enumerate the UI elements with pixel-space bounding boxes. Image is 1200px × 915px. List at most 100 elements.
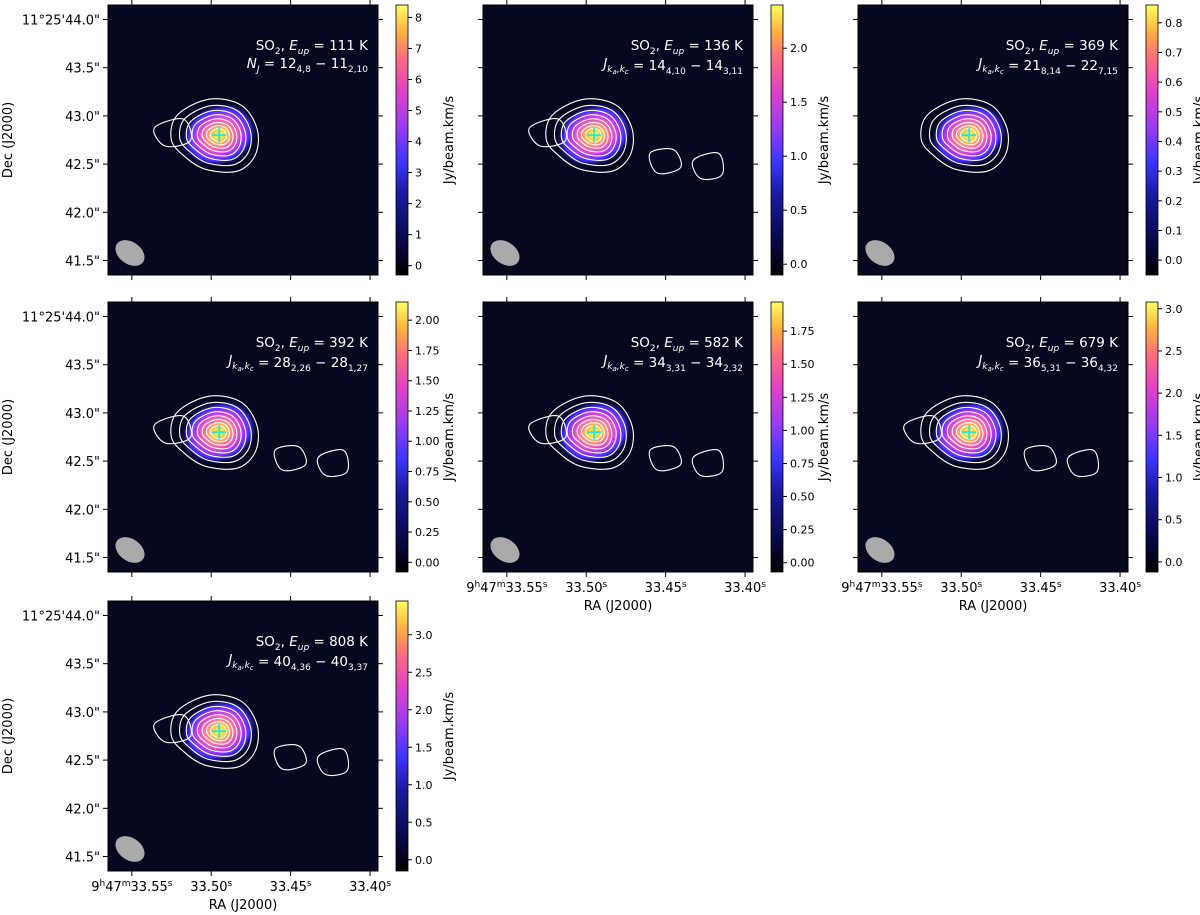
colorbar-tick-label: 0.0 bbox=[790, 258, 808, 271]
panel-1: SO2, Eup = 111 KNJ = 124,8 − 112,10 0 1 2 3 4… bbox=[1, 0, 457, 280]
beam-ellipse bbox=[115, 240, 145, 266]
colorbar bbox=[1145, 4, 1159, 276]
colorbar-tick-label: 0.0 bbox=[1165, 556, 1183, 569]
colorbar-tick-label: 1.75 bbox=[790, 325, 815, 338]
panel-title-line2: Jka,kc = 144,10 − 143,11 bbox=[600, 56, 743, 77]
contour-level-2 bbox=[928, 401, 1002, 464]
colorbar-tick-label: 1.5 bbox=[415, 741, 433, 754]
contour-level-7 bbox=[581, 125, 605, 146]
colorbar-tick-label: 0.4 bbox=[1165, 135, 1183, 148]
colorbar-tick-label: 3.0 bbox=[415, 629, 433, 642]
contour-level-4 bbox=[566, 114, 617, 157]
contour-level-4 bbox=[941, 114, 992, 157]
colorbar-tick-label: 0.1 bbox=[1165, 224, 1183, 237]
contour-level-3 bbox=[185, 705, 247, 757]
y-tick-label: 43.5" bbox=[65, 359, 100, 374]
colorbar-tick-label: 1.50 bbox=[415, 375, 440, 388]
colorbar-tick-label: 4 bbox=[415, 136, 422, 149]
colorbar-tick-label: 1.0 bbox=[1165, 472, 1183, 485]
colorbar-tick-label: 2.00 bbox=[415, 314, 440, 327]
colorbar-tick-label: 0.25 bbox=[415, 526, 440, 539]
contour-level-3 bbox=[185, 406, 247, 458]
y-tick-label: 43.0" bbox=[65, 110, 100, 125]
contour-level-5 bbox=[196, 118, 238, 153]
contour-level-1 bbox=[170, 395, 259, 470]
colorbar-tick-label: 0.50 bbox=[790, 491, 815, 504]
contour-level-1 bbox=[545, 98, 634, 173]
contour-level-7 bbox=[206, 422, 230, 443]
x-tick-label: 9h47m33.55s bbox=[466, 580, 548, 596]
colorbar-tick-label: 0.0 bbox=[1165, 254, 1183, 267]
y-tick-label: 42.0" bbox=[65, 802, 100, 817]
panel-title-line2: NJ = 124,8 − 112,10 bbox=[247, 56, 369, 75]
contour-noise-3 bbox=[1066, 449, 1099, 477]
contour-noise-1 bbox=[528, 415, 567, 445]
colorbar bbox=[395, 600, 409, 872]
panel-title-line1: SO2, Eup = 679 K bbox=[1006, 335, 1119, 354]
colorbar bbox=[1145, 301, 1159, 573]
axes-frame bbox=[857, 301, 1129, 573]
axes-frame bbox=[107, 301, 379, 573]
contour-level-5 bbox=[946, 118, 988, 153]
y-tick-label: 11°25'44.0" bbox=[22, 609, 100, 624]
colorbar-tick-label: 1.0 bbox=[415, 779, 433, 792]
contour-level-4 bbox=[191, 114, 242, 157]
contour-level-2 bbox=[553, 104, 627, 167]
contour-noise-2 bbox=[273, 445, 307, 472]
colorbar-tick-label: 2.0 bbox=[415, 704, 433, 717]
colorbar-tick-label: 0.5 bbox=[415, 816, 433, 829]
contour-noise-1 bbox=[528, 118, 567, 148]
colorbar-tick-label: 0.75 bbox=[790, 457, 815, 470]
contour-level-6 bbox=[201, 418, 234, 446]
contour-level-6 bbox=[576, 418, 609, 446]
axes-frame bbox=[107, 4, 379, 276]
contour-level-6 bbox=[576, 121, 609, 149]
colorbar-tick-label: 0.00 bbox=[415, 556, 440, 569]
colorbar-tick-label: 1.5 bbox=[1165, 429, 1183, 442]
axes-frame bbox=[857, 4, 1129, 276]
y-tick-label: 43.0" bbox=[65, 706, 100, 721]
contour-level-2 bbox=[928, 104, 1002, 167]
contour-level-8 bbox=[584, 128, 602, 143]
colorbar-label: Jy/beam.km/s bbox=[1192, 393, 1200, 482]
beam-ellipse bbox=[115, 537, 145, 563]
colorbar-tick-label: 3 bbox=[415, 167, 422, 180]
colorbar-tick-label: 1 bbox=[415, 229, 422, 242]
panel-title-line1: SO2, Eup = 111 K bbox=[256, 38, 369, 57]
x-tick-label: 9h47m33.55s bbox=[91, 879, 173, 895]
colorbar-label: Jy/beam.km/s bbox=[817, 96, 832, 185]
contour-level-6 bbox=[201, 121, 234, 149]
colorbar bbox=[770, 4, 784, 276]
contour-level-2 bbox=[178, 401, 252, 464]
colorbar-tick-label: 6 bbox=[415, 73, 422, 86]
colorbar-tick-label: 0.3 bbox=[1165, 165, 1183, 178]
contour-noise-1 bbox=[153, 118, 192, 148]
colorbar-tick-label: 2.5 bbox=[415, 666, 433, 679]
panel-title-line1: SO2, Eup = 808 K bbox=[256, 634, 369, 653]
contour-level-3 bbox=[935, 406, 997, 458]
map-content bbox=[490, 98, 724, 266]
y-tick-label: 43.5" bbox=[65, 62, 100, 77]
map-content bbox=[865, 395, 1099, 563]
contour-level-2 bbox=[553, 401, 627, 464]
contour-level-8 bbox=[959, 128, 977, 143]
contour-level-3 bbox=[560, 109, 622, 161]
contour-level-7 bbox=[206, 125, 230, 146]
contour-level-5 bbox=[196, 714, 238, 749]
contour-level-7 bbox=[956, 422, 980, 443]
colorbar-tick-label: 1.00 bbox=[415, 435, 440, 448]
x-tick-label: 33.45s bbox=[270, 879, 312, 895]
beam-ellipse bbox=[865, 240, 895, 266]
contour-level-1 bbox=[170, 98, 259, 173]
beam-ellipse bbox=[865, 537, 895, 563]
colorbar-label: Jy/beam.km/s bbox=[442, 692, 457, 781]
y-tick-label: 41.5" bbox=[65, 255, 100, 270]
contour-level-2 bbox=[178, 104, 252, 167]
contour-level-4 bbox=[191, 411, 242, 454]
contour-noise-1 bbox=[153, 415, 192, 445]
contour-level-8 bbox=[584, 425, 602, 440]
